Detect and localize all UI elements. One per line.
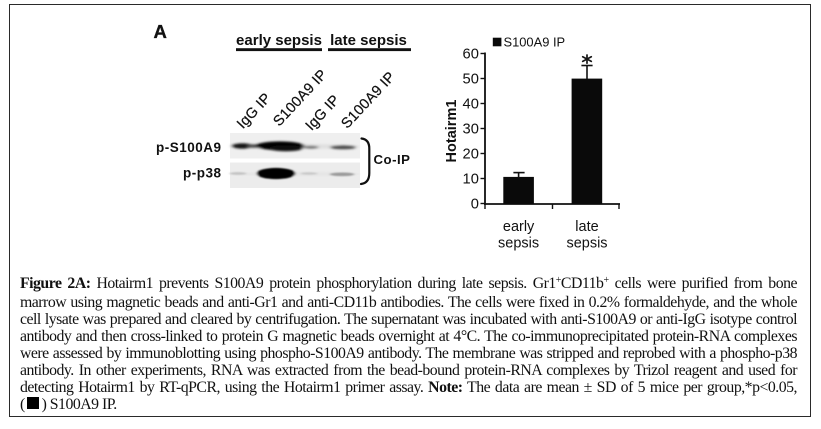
svg-text:IgG IP: IgG IP	[234, 90, 275, 132]
svg-text:p-S100A9: p-S100A9	[156, 140, 222, 155]
svg-text:early: early	[503, 219, 535, 235]
svg-text:S100A9 IP: S100A9 IP	[504, 34, 566, 49]
svg-text:20: 20	[463, 147, 479, 163]
svg-text:Hotairm1: Hotairm1	[444, 100, 460, 163]
svg-text:Co-IP: Co-IP	[374, 152, 411, 167]
svg-text:early sepsis: early sepsis	[236, 32, 322, 49]
svg-text:late sepsis: late sepsis	[330, 32, 407, 49]
svg-text:10: 10	[463, 172, 479, 188]
svg-text:p-p38: p-p38	[183, 166, 222, 181]
svg-text:A: A	[154, 21, 167, 42]
svg-text:40: 40	[463, 97, 479, 113]
svg-text:50: 50	[463, 72, 479, 88]
svg-text:S100A9 IP: S100A9 IP	[339, 69, 399, 132]
svg-text:sepsis: sepsis	[498, 236, 539, 252]
svg-text:30: 30	[463, 122, 479, 138]
svg-text:0: 0	[471, 197, 479, 213]
svg-text:late: late	[575, 219, 598, 235]
svg-text:60: 60	[463, 47, 479, 63]
svg-text:sepsis: sepsis	[566, 236, 607, 252]
